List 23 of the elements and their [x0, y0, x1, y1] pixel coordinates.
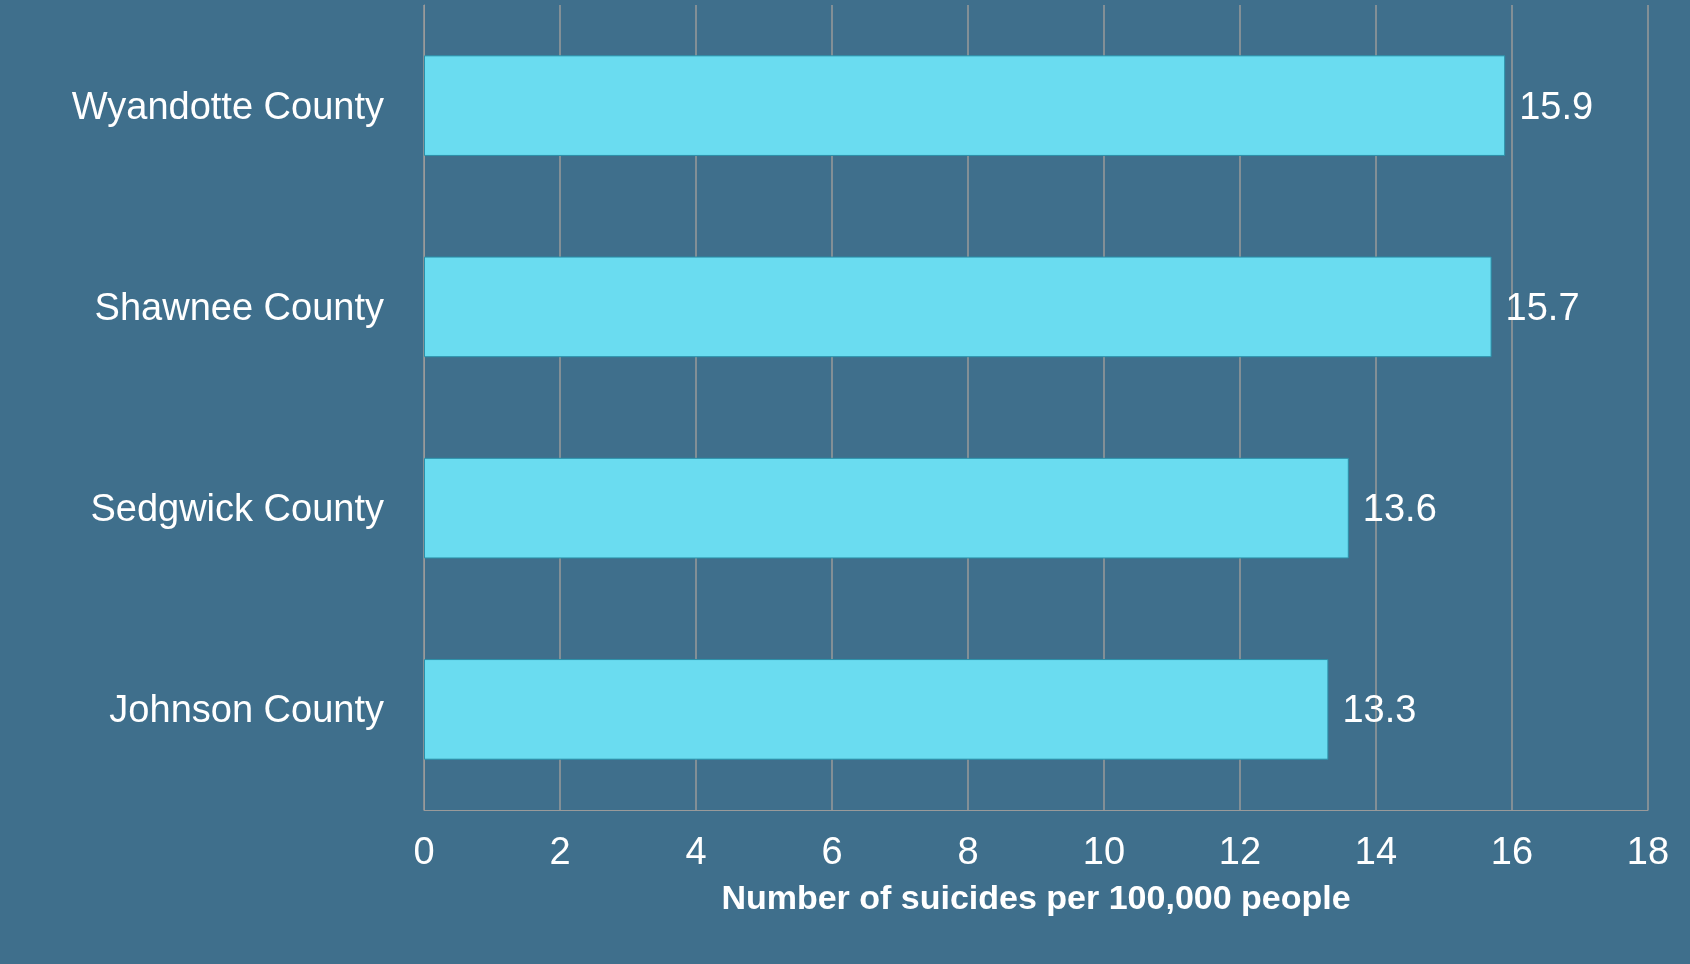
x-tick-label: 18: [1626, 830, 1670, 872]
x-tick-label: 4: [685, 830, 707, 872]
y-tick-label: Shawnee County: [94, 285, 384, 328]
bar: [424, 55, 1506, 156]
data-label: 15.9: [1519, 84, 1594, 127]
x-tick-label: 6: [821, 830, 843, 872]
x-tick-label: 0: [413, 830, 435, 872]
bar: [424, 457, 1349, 559]
x-tick-label: 2: [549, 830, 571, 872]
x-tick-label: 10: [1082, 830, 1126, 872]
x-tick-label: 8: [957, 830, 979, 872]
data-label: 13.6: [1362, 487, 1437, 530]
bar: [424, 256, 1492, 358]
bar: [424, 659, 1329, 760]
x-axis-title: Number of suicides per 100,000 people: [721, 878, 1351, 916]
x-tick-label: 14: [1354, 830, 1398, 872]
y-tick-label: Johnson County: [109, 688, 384, 731]
data-label: 13.3: [1342, 688, 1417, 731]
x-tick-label: 12: [1218, 830, 1262, 872]
y-tick-label: Wyandotte County: [71, 84, 384, 127]
y-tick-label: Sedgwick County: [90, 487, 384, 530]
data-label: 15.7: [1505, 285, 1580, 328]
x-tick-label: 16: [1490, 830, 1534, 872]
